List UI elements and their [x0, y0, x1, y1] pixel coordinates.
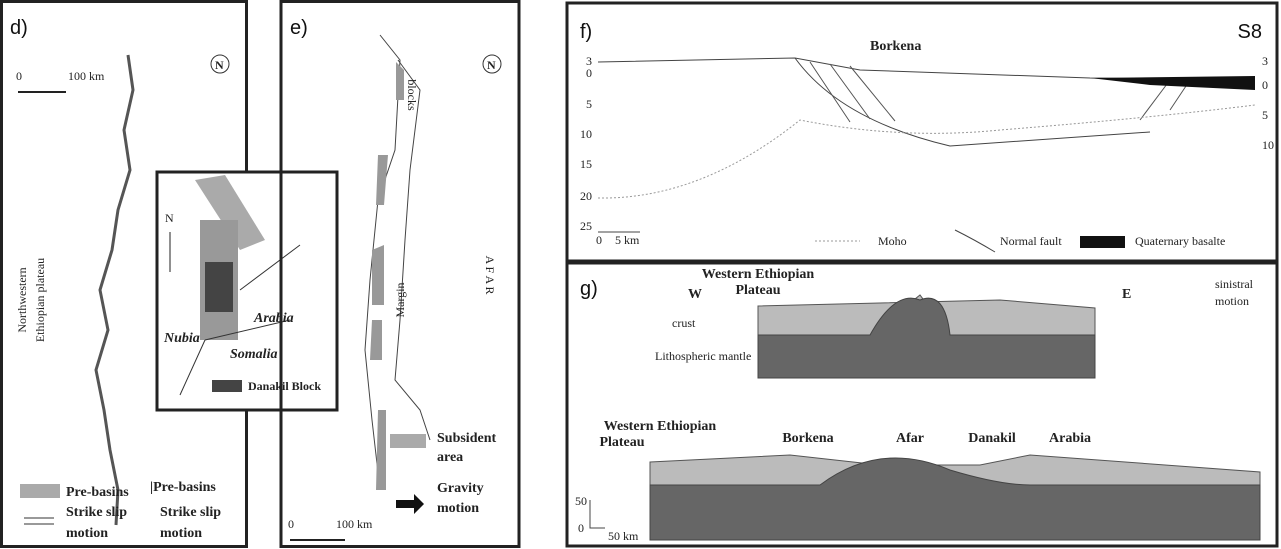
panel-label: g)	[580, 278, 598, 300]
plate-label: Arabia	[253, 311, 294, 326]
legend-item: |Pre-basins	[150, 480, 216, 495]
legend-swatch	[390, 434, 426, 448]
depth-label: 10	[580, 127, 592, 141]
basin-floor	[795, 58, 1150, 146]
plateau-label: Plateau	[735, 283, 780, 298]
legend-swatch	[212, 380, 242, 392]
east: E	[1122, 287, 1131, 302]
gravity-arrow	[396, 494, 424, 514]
depth-label: 15	[580, 157, 592, 171]
depth-label: 5	[586, 97, 592, 111]
north: N	[215, 58, 224, 72]
section-label: S8	[1238, 21, 1262, 43]
place-label: Borkena	[870, 39, 921, 54]
depth-label: 0	[1262, 78, 1268, 92]
west: W	[688, 287, 702, 302]
legend-item: area	[437, 450, 463, 465]
margin-label: Margin	[393, 282, 407, 317]
region-label: Ethiopian plateau	[33, 258, 47, 342]
motion-symbol	[24, 518, 54, 524]
scale-length: 100 km	[336, 517, 373, 531]
scale-bar	[590, 500, 605, 528]
depth-label: 25	[580, 219, 592, 233]
layer-label: Lithospheric mantle	[655, 349, 751, 363]
layer-label: crust	[672, 316, 696, 330]
scale-zero: 0	[16, 69, 22, 83]
legend-item: Strike slip	[66, 505, 127, 520]
place-label: Afar	[896, 431, 924, 446]
legend-item: motion	[437, 501, 479, 516]
plateau-label: Western Ethiopian	[702, 267, 815, 282]
north: N	[487, 58, 496, 72]
depth-label: 0	[586, 66, 592, 80]
legend-item: Strike slip	[160, 505, 221, 520]
inset	[157, 172, 337, 410]
blocks-label: blocks	[405, 79, 419, 111]
legend-item: Quaternary basalte	[1135, 234, 1225, 248]
surface	[598, 58, 1250, 80]
danakil-block	[205, 262, 233, 312]
motion-label: sinistral	[1215, 277, 1254, 291]
legend-item: motion	[66, 526, 108, 541]
place-label: Plateau	[599, 435, 644, 450]
legend-symbol	[955, 230, 995, 252]
depth-label: 5	[1262, 108, 1268, 122]
place-label: Danakil	[968, 431, 1016, 446]
place-label: Borkena	[782, 431, 833, 446]
region-label: Northwestern	[15, 267, 29, 332]
scale-length: 100 km	[68, 69, 105, 83]
basalt	[1090, 76, 1255, 90]
scale-zero: 0	[288, 517, 294, 531]
figure: d) 0 100 km N Northwestern Ethiopian pla…	[0, 0, 1281, 549]
legend-item: Gravity	[437, 481, 484, 496]
legend-item: Subsident	[437, 431, 496, 446]
legend-symbol	[1080, 236, 1125, 248]
plate-label: Nubia	[163, 331, 200, 346]
motion-label: motion	[1215, 294, 1249, 308]
depth-label: 3	[1262, 54, 1268, 68]
fault-zone	[96, 55, 133, 525]
afar-label: A F A R	[483, 255, 497, 294]
panel-label: d)	[10, 17, 28, 39]
panel-frame	[567, 3, 1277, 261]
legend-item: Moho	[878, 234, 907, 248]
legend-item: motion	[160, 526, 202, 541]
plate-label: Somalia	[230, 347, 277, 362]
normal-fault	[810, 62, 1190, 122]
inset-north: N	[165, 211, 174, 225]
legend-item: Normal fault	[1000, 234, 1062, 248]
panel-label: e)	[290, 17, 308, 39]
scale-label: 50	[575, 494, 587, 508]
moho	[598, 105, 1255, 198]
place-label: Western Ethiopian	[604, 419, 717, 434]
scale-label: 50 km	[608, 529, 639, 543]
subsident-area	[370, 62, 404, 490]
scale-zero: 0	[596, 233, 602, 247]
legend-swatch	[20, 484, 60, 498]
margin-line	[395, 60, 430, 440]
place-label: Arabia	[1049, 431, 1091, 446]
panel-label: f)	[580, 21, 592, 43]
depth-label: 10	[1262, 138, 1274, 152]
scale-length: 5 km	[615, 233, 640, 247]
depth-label: 20	[580, 189, 592, 203]
scale-label: 0	[578, 521, 584, 535]
legend-item: Pre-basins	[66, 485, 129, 500]
inset-legend: Danakil Block	[248, 379, 321, 393]
